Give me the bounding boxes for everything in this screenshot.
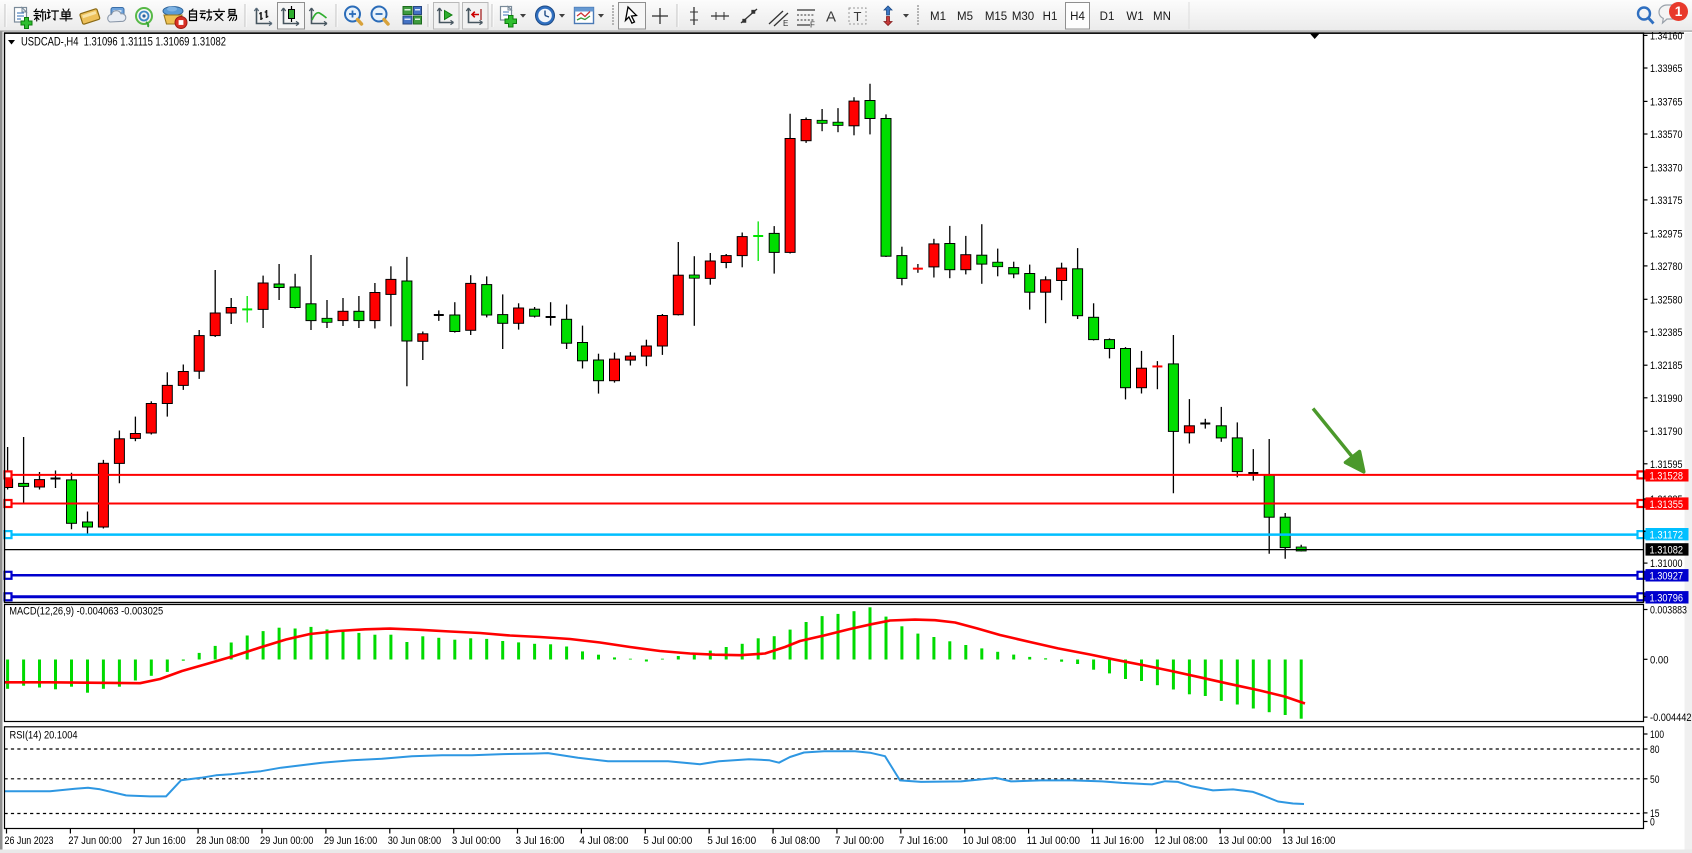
svg-text:M30: M30 (1012, 11, 1034, 23)
svg-text:29 Jun 16:00: 29 Jun 16:00 (324, 835, 377, 847)
svg-text:W1: W1 (1126, 11, 1143, 23)
svg-text:27 Jun 00:00: 27 Jun 00:00 (68, 835, 121, 847)
svg-text:0: 0 (1650, 817, 1655, 829)
svg-text:A: A (826, 9, 836, 26)
svg-text:MN: MN (1153, 11, 1171, 23)
svg-text:50: 50 (1650, 774, 1660, 786)
svg-text:M1: M1 (930, 11, 946, 23)
svg-text:11 Jul 00:00: 11 Jul 00:00 (1027, 835, 1080, 847)
svg-text:H1: H1 (1043, 11, 1058, 23)
svg-text:1.31000: 1.31000 (1650, 558, 1683, 570)
svg-text:1.33570: 1.33570 (1650, 129, 1683, 141)
svg-text:M5: M5 (957, 11, 973, 23)
svg-text:T: T (854, 9, 862, 24)
svg-text:1.30796: 1.30796 (1650, 593, 1684, 605)
svg-text:13 Jul 00:00: 13 Jul 00:00 (1218, 835, 1271, 847)
svg-text:1.31082: 1.31082 (1650, 545, 1684, 557)
svg-text:1.31528: 1.31528 (1650, 471, 1684, 483)
svg-text:26 Jun 2023: 26 Jun 2023 (5, 835, 54, 847)
svg-text:5 Jul 16:00: 5 Jul 16:00 (707, 835, 756, 847)
svg-text:10 Jul 08:00: 10 Jul 08:00 (963, 835, 1016, 847)
svg-text:30 Jun 08:00: 30 Jun 08:00 (388, 835, 441, 847)
svg-text:1.32185: 1.32185 (1650, 360, 1683, 372)
svg-text:1.32580: 1.32580 (1650, 294, 1683, 306)
svg-text:D1: D1 (1100, 11, 1115, 23)
svg-text:11 Jul 16:00: 11 Jul 16:00 (1091, 835, 1144, 847)
svg-text:1.33965: 1.33965 (1650, 63, 1683, 75)
svg-text:1.32385: 1.32385 (1650, 327, 1683, 339)
svg-text:7 Jul 00:00: 7 Jul 00:00 (835, 835, 884, 847)
svg-text:1.31990: 1.31990 (1650, 393, 1683, 405)
svg-text:1.32975: 1.32975 (1650, 228, 1683, 240)
svg-text:0.003883: 0.003883 (1650, 605, 1687, 617)
svg-text:1.31595: 1.31595 (1650, 459, 1683, 471)
svg-text:12 Jul 08:00: 12 Jul 08:00 (1154, 835, 1207, 847)
svg-text:1.31355: 1.31355 (1650, 499, 1684, 511)
svg-text:1.33175: 1.33175 (1650, 195, 1683, 207)
svg-text:1.34160: 1.34160 (1650, 30, 1683, 42)
svg-text:28 Jun 08:00: 28 Jun 08:00 (196, 835, 249, 847)
svg-text:4 Jul 08:00: 4 Jul 08:00 (579, 835, 628, 847)
svg-text:6 Jul 08:00: 6 Jul 08:00 (771, 835, 820, 847)
svg-text:1.32780: 1.32780 (1650, 261, 1683, 273)
svg-text:H4: H4 (1070, 11, 1085, 23)
svg-text:M15: M15 (985, 11, 1007, 23)
svg-text:0.00: 0.00 (1650, 654, 1669, 666)
svg-text:1.33370: 1.33370 (1650, 162, 1683, 174)
svg-text:1: 1 (1675, 4, 1683, 19)
svg-text:1.31790: 1.31790 (1650, 426, 1683, 438)
svg-text:1.33765: 1.33765 (1650, 96, 1683, 108)
svg-text:MACD(12,26,9) -0.004063 -0.003: MACD(12,26,9) -0.004063 -0.003025 (9, 605, 163, 617)
svg-text:7 Jul 16:00: 7 Jul 16:00 (899, 835, 948, 847)
svg-text:3 Jul 00:00: 3 Jul 00:00 (452, 835, 501, 847)
svg-text:29 Jun 00:00: 29 Jun 00:00 (260, 835, 313, 847)
svg-text:5 Jul 00:00: 5 Jul 00:00 (643, 835, 692, 847)
svg-text:-0.004442: -0.004442 (1650, 712, 1692, 724)
svg-text:E: E (783, 19, 788, 28)
svg-text:1.30927: 1.30927 (1650, 571, 1684, 583)
svg-text:27 Jun 16:00: 27 Jun 16:00 (132, 835, 185, 847)
svg-text:15: 15 (1650, 808, 1660, 820)
svg-text:F: F (810, 21, 815, 30)
svg-text:80: 80 (1650, 744, 1660, 756)
svg-text:RSI(14) 20.1004: RSI(14) 20.1004 (10, 730, 78, 742)
svg-text:1.31172: 1.31172 (1650, 529, 1684, 541)
svg-text:13 Jul 16:00: 13 Jul 16:00 (1282, 835, 1335, 847)
svg-text:100: 100 (1650, 729, 1664, 741)
svg-text:3 Jul 16:00: 3 Jul 16:00 (516, 835, 565, 847)
svg-text:USDCAD-,H4 1.31096 1.31115 1.: USDCAD-,H4 1.31096 1.31115 1.31069 1.310… (21, 34, 226, 48)
